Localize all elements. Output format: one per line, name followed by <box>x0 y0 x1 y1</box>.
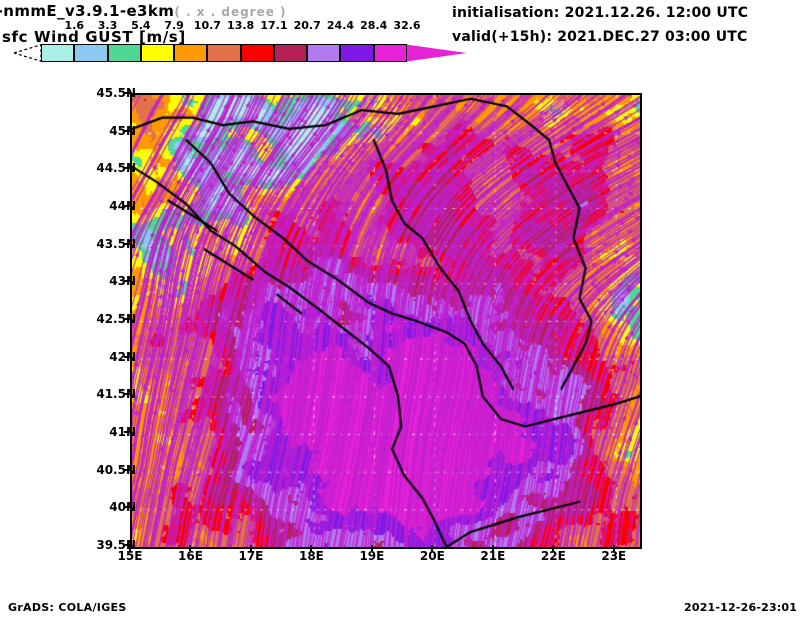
colorbar-tick-label: 24.4 <box>326 19 355 32</box>
colorbar-segment <box>74 44 108 62</box>
model-title: f-nmmE_v3.9.1-e3km( . x . degree ) <box>0 2 287 20</box>
latitude-tick-label: 42N <box>109 349 136 364</box>
colorbar-tick-label: 7.9 <box>164 19 184 32</box>
longitude-tick-mark <box>310 545 313 551</box>
latitude-tick-mark <box>124 242 130 245</box>
latitude-tick-mark <box>124 205 130 207</box>
latitude-tick-label: 39.5N <box>96 538 136 552</box>
longitude-tick-mark <box>552 545 555 551</box>
longitude-tick-label: 17E <box>238 549 264 563</box>
latitude-tick-label: 44N <box>109 199 136 213</box>
latitude-tick-mark <box>124 544 130 546</box>
valid-time: valid(+15h): 2021.DEC.27 03:00 UTC <box>452 29 748 45</box>
latitude-tick-mark <box>124 280 130 283</box>
colorbar-tick-label: 17.1 <box>260 19 288 32</box>
colorbar-low-cap-icon <box>14 44 42 62</box>
latitude-tick-mark <box>124 431 130 433</box>
model-title-parenthetical: ( . x . degree ) <box>174 5 287 19</box>
colorbar-tick-label: 10.7 <box>193 19 221 32</box>
colorbar-segment <box>140 44 175 62</box>
latitude-tick-mark <box>124 318 130 320</box>
colorbar-high-cap-icon <box>407 44 467 62</box>
colorbar-segment <box>240 44 274 62</box>
longitude-tick-label: 23E <box>601 549 627 563</box>
longitude-tick-mark <box>249 545 252 551</box>
latitude-tick-label: 41N <box>109 425 136 439</box>
latitude-tick-label: 43.5N <box>96 236 136 251</box>
latitude-tick-mark <box>124 393 130 396</box>
colorbar-segment <box>340 44 374 62</box>
colorbar-tick-label: 13.8 <box>227 19 255 32</box>
longitude-tick-label: 22E <box>540 549 566 563</box>
colorbar-tick-label: 5.4 <box>131 19 151 32</box>
longitude-tick-mark <box>370 545 373 551</box>
colorbar-tick-label: 32.6 <box>393 19 421 32</box>
longitude-tick-label: 15E <box>117 549 143 563</box>
render-timestamp: 2021-12-26-23:01 <box>684 601 798 614</box>
colorbar-segment <box>174 44 208 62</box>
longitude-tick-label: 20E <box>419 549 445 563</box>
colorbar-segment <box>273 44 308 62</box>
longitude-tick-mark <box>431 545 434 551</box>
longitude-tick-label: 19E <box>359 549 385 563</box>
latitude-tick-mark <box>124 167 130 170</box>
longitude-tick-mark <box>612 545 615 551</box>
latitude-tick-mark <box>124 468 130 471</box>
latitude-tick-label: 43N <box>109 274 136 289</box>
latitude-tick-mark <box>124 506 130 509</box>
map-plot-area <box>130 93 642 549</box>
longitude-tick-label: 18E <box>298 549 324 563</box>
latitude-tick-label: 42.5N <box>96 312 136 326</box>
colorbar-segment <box>41 44 75 62</box>
wind-gust-field-canvas <box>132 95 640 547</box>
longitude-tick-mark <box>189 545 192 551</box>
longitude-tick-label: 16E <box>178 549 203 563</box>
colorbar-segment <box>307 44 341 62</box>
colorbar-segment <box>207 44 241 62</box>
colorbar <box>14 44 470 74</box>
longitude-tick-label: 21E <box>480 549 506 563</box>
latitude-tick-mark <box>124 355 130 358</box>
colorbar-tick-label: 28.4 <box>360 19 388 32</box>
longitude-tick-mark <box>129 545 131 551</box>
latitude-tick-mark <box>124 129 130 132</box>
latitude-tick-label: 45.5N <box>96 86 136 100</box>
colorbar-tick-label: 1.6 <box>64 19 85 32</box>
latitude-tick-label: 44.5N <box>96 161 136 176</box>
latitude-tick-label: 40.5N <box>96 462 136 477</box>
colorbar-segment <box>373 44 407 62</box>
latitude-tick-mark <box>124 92 130 94</box>
model-title-text: f-nmmE_v3.9.1-e3km <box>0 2 175 20</box>
grads-credit: GrADS: COLA/IGES <box>8 601 127 614</box>
initialisation-time: initialisation: 2021.12.26. 12:00 UTC <box>452 5 749 21</box>
colorbar-segment <box>107 44 141 62</box>
latitude-tick-label: 40N <box>109 500 136 515</box>
colorbar-tick-label: 3.3 <box>97 19 118 32</box>
longitude-tick-mark <box>491 545 494 551</box>
latitude-tick-label: 45N <box>109 123 136 138</box>
field-title: sfc Wind GUST [m/s] <box>2 28 186 46</box>
latitude-tick-label: 41.5N <box>96 387 136 402</box>
colorbar-tick-label: 20.7 <box>293 19 321 32</box>
colorbar-segments <box>14 44 470 62</box>
